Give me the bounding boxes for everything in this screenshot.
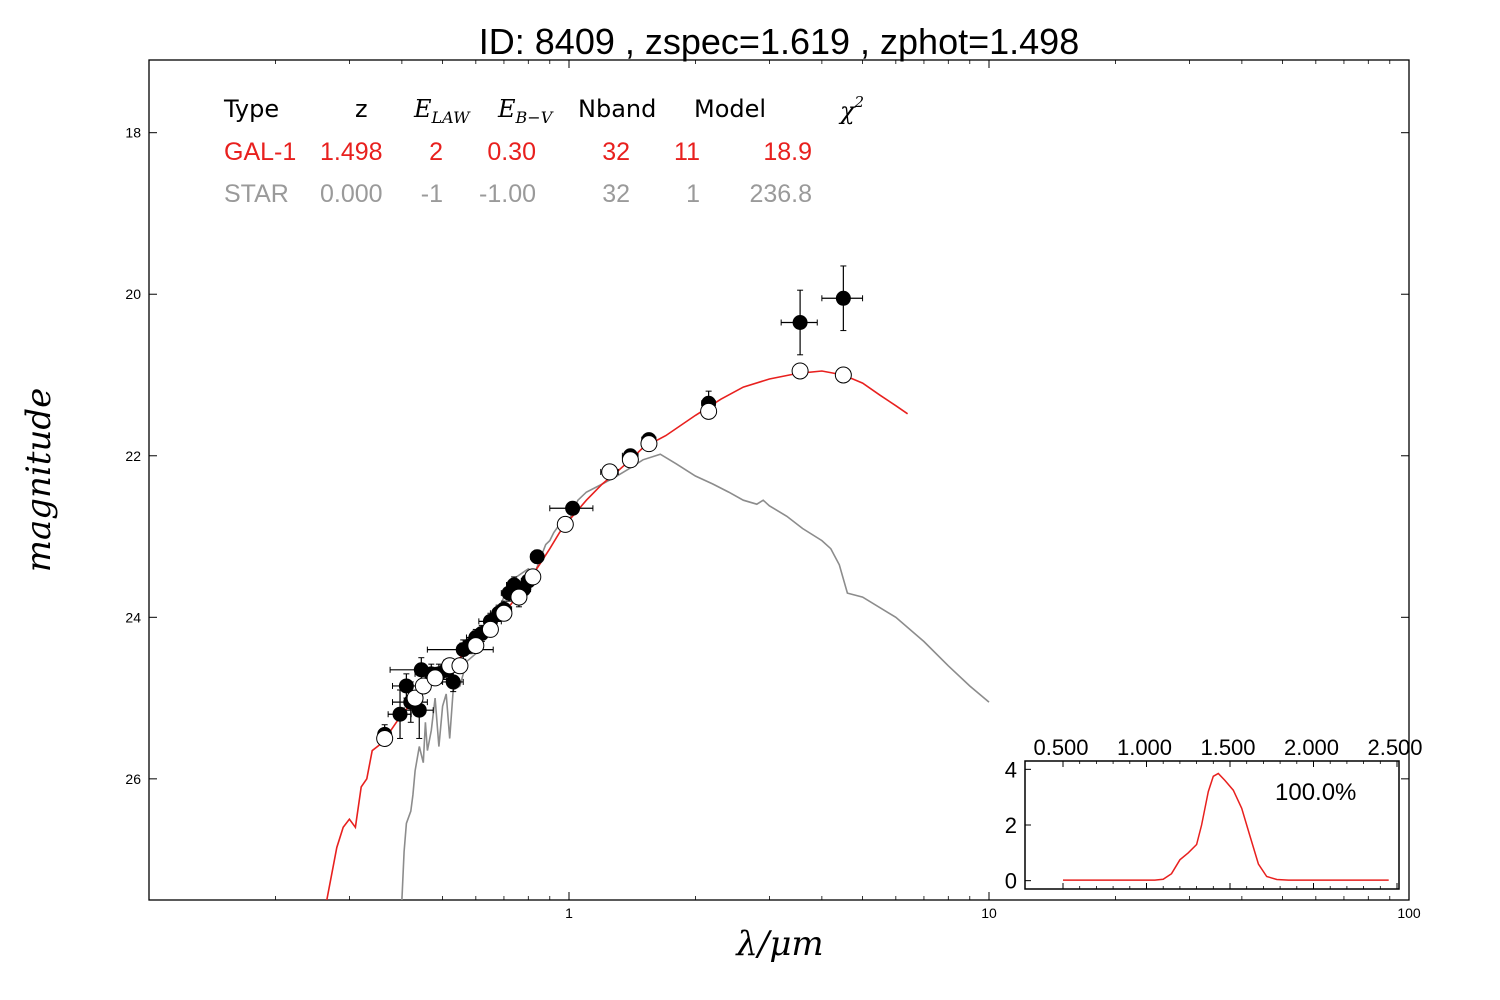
observed-point	[821, 265, 864, 332]
model-magnitude-point	[376, 729, 394, 747]
inset-pdz-plot: 0.500 1.000 1.500 2.000 2.500 0 2 4 100.0%	[1005, 735, 1423, 894]
inset-x-tick-label: 2.500	[1367, 735, 1422, 760]
model-magnitude-point	[834, 366, 852, 384]
inset-x-tick-label: 1.000	[1117, 735, 1172, 760]
model-magnitude-point	[414, 677, 432, 695]
table-header-type: Type	[223, 95, 279, 123]
ebv-letter: E	[497, 95, 516, 123]
y-tick-label: 20	[125, 286, 141, 302]
model-magnitude-point	[601, 463, 619, 481]
table-cell-nband: 32	[602, 180, 630, 208]
observed-marker	[392, 706, 408, 722]
table-header-ebv: EB−V	[497, 95, 554, 127]
observed-marker	[529, 549, 545, 565]
inset-x-tick-label: 0.500	[1033, 735, 1088, 760]
observed-marker	[835, 290, 851, 306]
observed-marker	[565, 500, 581, 516]
model-magnitude-point	[510, 588, 528, 606]
model-magnitude-point	[406, 689, 424, 707]
x-axis-label: λ/μm	[734, 924, 823, 964]
model-magnitudes-layer	[376, 362, 852, 747]
x-tick-label: 1	[565, 905, 573, 921]
table-header-z: z	[355, 95, 368, 123]
table-cell-z: 1.498	[320, 138, 383, 166]
inset-x-tick-label: 2.000	[1284, 735, 1339, 760]
inset-axes: 0.500 1.000 1.500 2.000 2.500 0 2 4	[1005, 735, 1423, 894]
inset-probability-label: 100.0%	[1275, 779, 1356, 806]
table-cell-elaw: -1	[421, 180, 443, 208]
table-header-model: Model	[694, 95, 766, 123]
y-axis-label: magnitude	[19, 388, 59, 573]
elaw-subscript: LAW	[431, 108, 472, 127]
y-tick-label: 26	[125, 771, 141, 787]
model-magnitude-point	[700, 402, 718, 420]
table-rows: GAL-1 1.498 2 0.30 32 11 18.9 STAR 0.000 -1 -1.00 3…	[224, 138, 812, 208]
y-tick-label: 24	[125, 609, 141, 625]
model-magnitude-point	[524, 568, 542, 586]
table-header-elaw: ELAW	[413, 95, 471, 127]
inset-y-tick-label: 2	[1005, 813, 1017, 838]
model-magnitude-point	[621, 451, 639, 469]
model-magnitude-point	[495, 604, 513, 622]
model-magnitude-point	[451, 657, 469, 675]
elaw-letter: E	[413, 95, 432, 123]
table-cell-ebv: -1.00	[479, 180, 536, 208]
chi-superscript: 2	[854, 93, 865, 111]
model-magnitude-point	[481, 620, 499, 638]
inset-y-tick-label: 0	[1005, 869, 1017, 894]
model-magnitude-point	[791, 362, 809, 380]
model-magnitude-point	[556, 515, 574, 533]
ebv-subscript: B−V	[515, 108, 554, 127]
table-header-chi2: χ2	[838, 93, 864, 125]
plot-frame	[148, 59, 1410, 901]
table-cell-elaw: 2	[429, 138, 443, 166]
table-cell-type: GAL-1	[224, 138, 296, 166]
observed-marker	[445, 674, 461, 690]
inset-x-tick-label: 1.500	[1200, 735, 1255, 760]
model-magnitude-point	[640, 435, 658, 453]
galaxy-model-layer	[326, 370, 909, 900]
observed-point	[549, 500, 594, 516]
star-model-line	[401, 453, 990, 900]
inset-pdz-line	[1063, 772, 1389, 881]
x-tick-label: 100	[1397, 905, 1421, 921]
chi-letter: χ	[838, 97, 856, 125]
table-cell-model: 11	[674, 138, 700, 166]
table-cell-z: 0.000	[320, 180, 383, 208]
table-cell-ebv: 0.30	[487, 138, 536, 166]
table-header-nband: Nband	[578, 95, 656, 123]
table-cell-chi2: 236.8	[749, 180, 812, 208]
model-magnitude-point	[467, 637, 485, 655]
table-cell-chi2: 18.9	[763, 138, 812, 166]
table-cell-model: 1	[686, 180, 700, 208]
model-magnitude-point	[426, 669, 444, 687]
galaxy-model-line	[326, 370, 909, 900]
star-model-layer	[401, 453, 990, 900]
table-cell-nband: 32	[602, 138, 630, 166]
observed-point	[780, 289, 818, 356]
chart-title: ID: 8409 , zspec=1.619 , zphot=1.498	[479, 21, 1079, 62]
y-tick-label: 22	[125, 448, 141, 464]
inset-pdz-curve	[1063, 772, 1389, 881]
x-tick-label: 10	[981, 905, 997, 921]
fit-table: Type z ELAW EB−V Nband Model χ2 GAL-1 1.4…	[223, 93, 864, 208]
observed-point	[529, 549, 545, 565]
observed-marker	[792, 315, 808, 330]
table-cell-type: STAR	[224, 180, 289, 208]
y-tick-label: 18	[125, 125, 141, 141]
inset-y-tick-label: 4	[1005, 757, 1017, 782]
